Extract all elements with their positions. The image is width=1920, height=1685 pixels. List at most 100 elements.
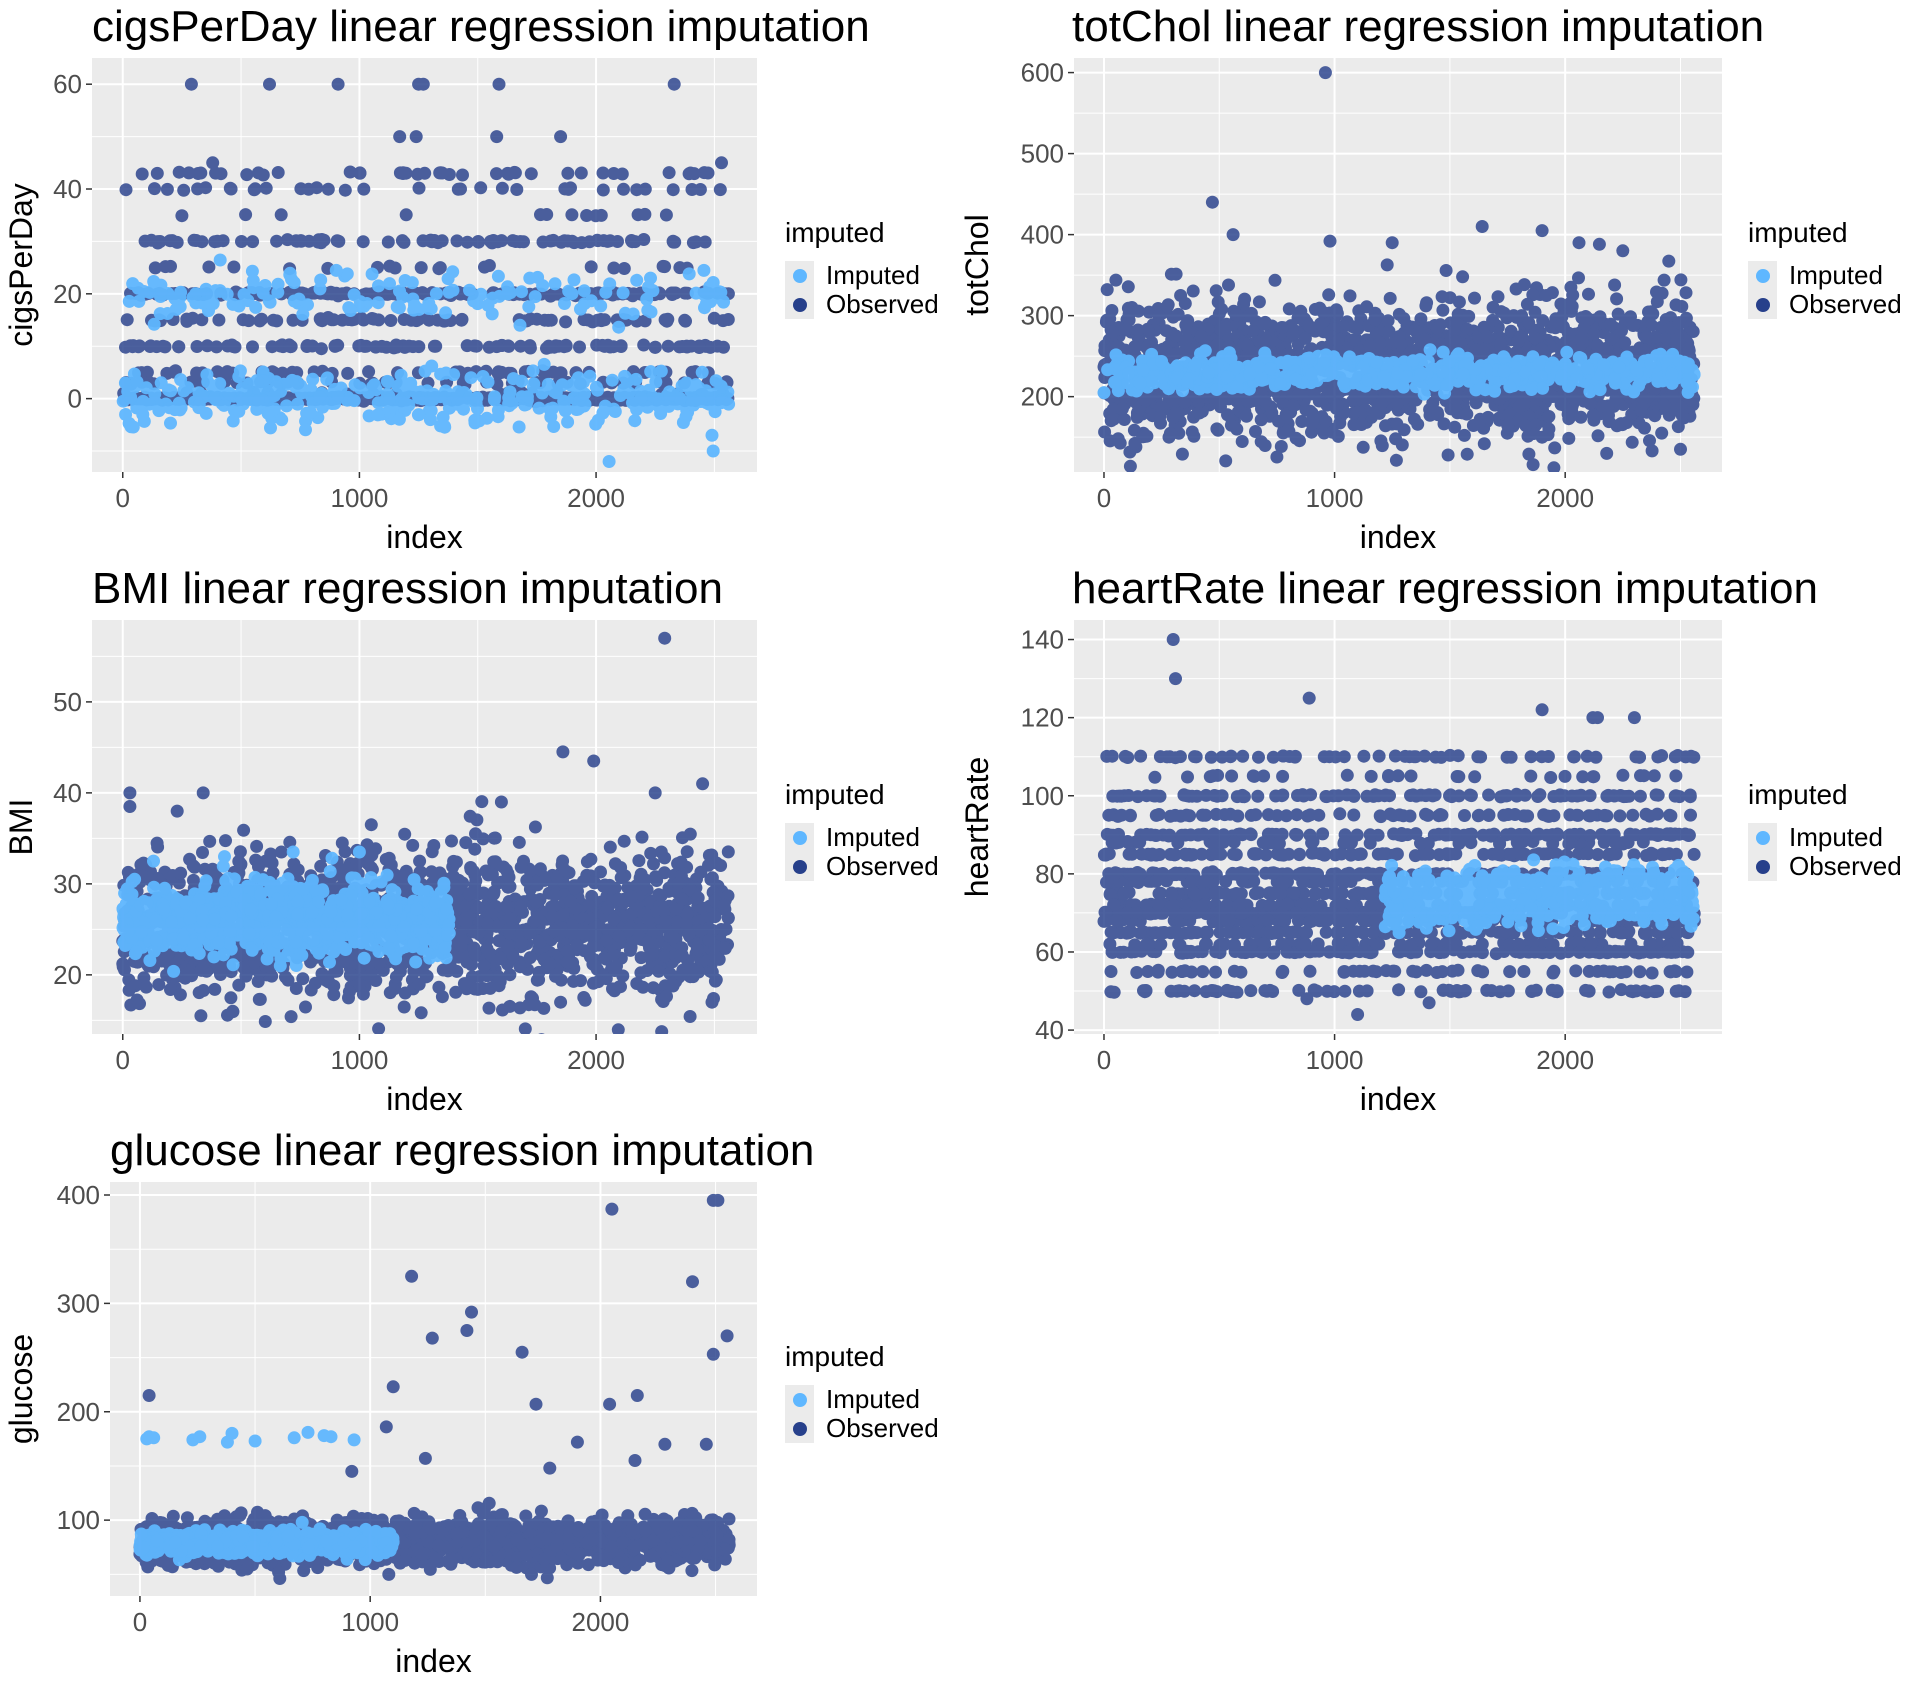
data-point [409,386,422,399]
x-axis-title: index [386,1081,463,1117]
data-point [640,293,653,306]
data-point [1303,320,1316,333]
data-point [1568,393,1581,406]
data-point [213,377,226,390]
data-point [513,421,526,434]
data-point [697,264,710,277]
data-point [1134,377,1147,390]
data-point [1165,268,1178,281]
data-point [159,340,172,353]
data-point [399,274,412,287]
data-point [270,235,283,248]
data-point [452,385,465,398]
data-point [1638,422,1651,435]
data-point [509,235,522,248]
data-point [1378,371,1391,384]
data-point [209,284,222,297]
data-point [1462,310,1475,323]
data-point [1225,419,1238,432]
data-point [611,235,624,248]
data-point [1202,366,1215,379]
data-point [1349,370,1362,383]
data-point [1116,402,1129,415]
data-point [598,340,611,353]
data-point [1662,255,1675,268]
data-point [246,340,259,353]
data-point [267,314,280,327]
data-point [1440,264,1453,277]
data-point [348,394,361,407]
data-point [442,272,455,285]
data-point [271,286,284,299]
data-point [1322,288,1335,301]
data-point [1468,292,1481,305]
data-point [1363,339,1376,352]
data-point [1460,408,1473,421]
data-point [483,259,496,272]
data-point [561,416,574,429]
data-point [1525,383,1538,396]
data-point [212,314,225,327]
data-point [722,313,735,326]
data-point [403,340,416,353]
data-point [1324,235,1337,248]
data-point [190,234,203,247]
data-point [200,407,213,420]
y-tick-label: 20 [53,960,82,990]
data-point [1227,228,1240,241]
data-point [1230,308,1243,321]
data-point [171,236,184,249]
data-point [1368,313,1381,326]
data-point [1675,300,1688,313]
data-point [322,183,335,196]
data-point [617,183,630,196]
data-point [382,236,395,249]
data-point [175,209,188,222]
data-point [687,236,700,249]
data-point [332,78,345,91]
data-point [628,414,641,427]
data-point [227,261,240,274]
data-point [1241,339,1254,352]
data-point [1582,288,1595,301]
data-point [1605,333,1618,346]
data-point [507,372,520,385]
data-point [1360,300,1373,313]
data-point [1374,434,1387,447]
data-point [1269,274,1282,287]
data-point [1436,365,1449,378]
data-point [440,367,453,380]
data-point [1384,292,1397,305]
data-point [1210,284,1223,297]
data-point [1281,355,1294,368]
data-point [242,314,255,327]
data-point [558,340,571,353]
data-point [1488,385,1501,398]
data-point [1581,362,1594,375]
data-point [1206,196,1219,209]
data-point [1275,440,1288,453]
data-point [1514,330,1527,343]
data-point [1542,410,1555,423]
x-tick-label: 1000 [1306,483,1364,513]
x-tick-label: 2000 [1536,483,1594,513]
data-point [1651,375,1664,388]
data-point [684,167,697,180]
data-point [1240,410,1253,423]
data-point [1390,454,1403,467]
data-point [1594,383,1607,396]
data-point [210,340,223,353]
data-point [1105,304,1118,317]
data-point [172,340,185,353]
data-point [1486,314,1499,327]
data-point [573,341,586,354]
data-point [295,387,308,400]
data-point [1536,382,1549,395]
data-point [1573,236,1586,249]
data-point [626,235,639,248]
data-point [1532,357,1545,370]
data-point [1238,293,1251,306]
data-point [372,296,385,309]
data-point [562,183,575,196]
x-tick-label: 0 [116,1045,130,1075]
